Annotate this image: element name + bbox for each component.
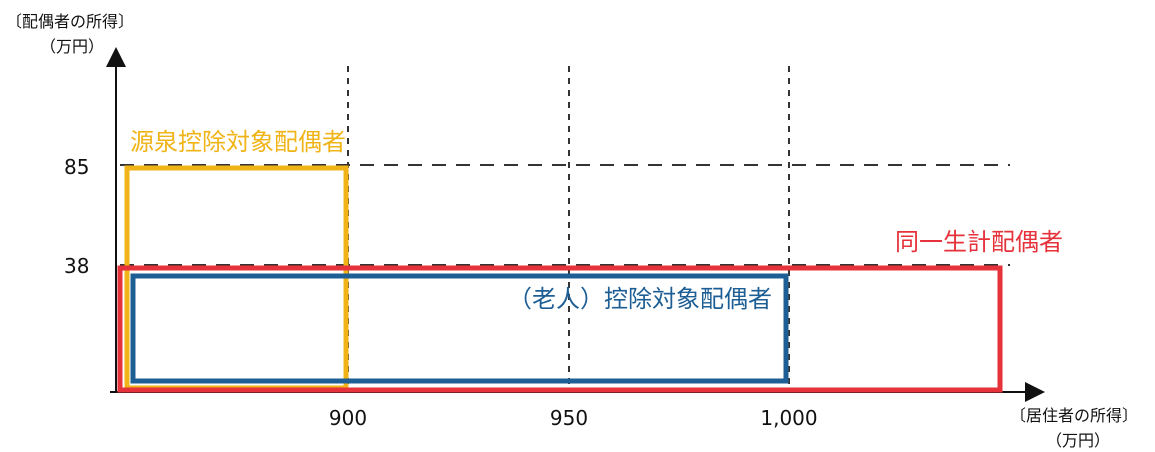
region-elderly-box [130, 273, 789, 384]
y-tick-label-85: 85 [64, 155, 89, 179]
x-tick-label-1000: 1,000 [760, 406, 817, 430]
x-tick-label-950: 950 [550, 406, 588, 430]
region-elderly-label: （老人）控除対象配偶者 [508, 285, 772, 313]
y-tick-label-38: 38 [64, 254, 89, 278]
x-axis-title-line1: 〔居住者の所得〕 [1010, 406, 1138, 425]
region-same-household-label: 同一生計配偶者 [895, 228, 1063, 256]
region-withholding-label: 源泉控除対象配偶者 [130, 128, 346, 156]
y-axis-title-line2: （万円） [40, 37, 104, 56]
region-same-household-box [117, 265, 1003, 393]
y-axis-title-line1: 〔配偶者の所得〕 [6, 12, 134, 31]
x-tick-label-900: 900 [329, 406, 367, 430]
x-axis-title-line2: （万円） [1046, 431, 1110, 450]
